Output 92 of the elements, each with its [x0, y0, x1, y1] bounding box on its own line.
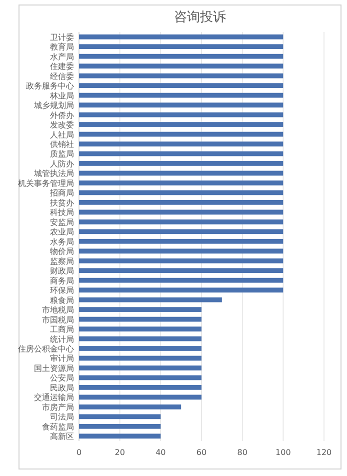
y-tick-label: 住房公积金中心	[18, 344, 74, 354]
bar	[79, 404, 182, 410]
bar	[79, 64, 284, 69]
bar	[79, 238, 284, 244]
y-tick-label: 住建委	[50, 62, 74, 72]
y-tick-label: 林业局	[49, 91, 74, 100]
y-tick-label: 机关事务管理局	[18, 178, 74, 188]
bar	[79, 307, 202, 312]
y-tick-label: 发改委	[50, 120, 74, 130]
y-tick-label: 物价局	[50, 247, 74, 256]
y-tick-label: 工商局	[50, 325, 74, 334]
bar	[79, 170, 284, 176]
y-tick-label: 公安局	[50, 374, 74, 383]
y-tick-label: 城管执法局	[33, 169, 74, 178]
bar	[79, 210, 284, 215]
y-tick-label: 供销社	[50, 140, 74, 149]
y-tick-label: 教育局	[50, 42, 74, 52]
x-tick-label: 100	[276, 448, 291, 457]
x-tick-label: 60	[196, 448, 207, 457]
bar	[79, 151, 284, 156]
bar	[79, 346, 202, 351]
y-tick-label: 市地税局	[42, 306, 74, 315]
bar	[79, 83, 284, 88]
bar	[79, 385, 202, 390]
y-tick-label: 科技局	[50, 208, 74, 218]
y-tick-label: 司法局	[50, 412, 74, 422]
bar	[79, 73, 284, 78]
y-tick-label: 环保局	[50, 286, 74, 296]
chart-title: 咨询投诉	[174, 10, 226, 25]
bar	[79, 248, 284, 254]
y-tick-label: 水务局	[50, 237, 74, 246]
bar	[79, 219, 284, 224]
x-tick-label: 20	[114, 448, 125, 457]
y-tick-label: 扶贫办	[49, 198, 74, 208]
bar	[79, 316, 202, 322]
x-tick-label: 80	[237, 448, 248, 457]
y-tick-label: 外侨办	[50, 110, 74, 120]
y-tick-label: 民政局	[50, 383, 74, 392]
y-tick-label: 政务服务中心	[26, 82, 74, 91]
bar	[79, 44, 284, 50]
bar	[79, 434, 161, 439]
bar	[79, 258, 284, 264]
bar	[79, 366, 202, 370]
bar	[79, 414, 161, 420]
y-tick-label: 安监局	[50, 218, 74, 227]
bar	[79, 161, 284, 166]
y-tick-label: 高新区	[50, 432, 74, 442]
y-tick-label: 市国税局	[42, 315, 74, 324]
bar	[79, 180, 284, 186]
bar	[79, 54, 284, 59]
y-tick-label: 财政局	[50, 266, 74, 276]
bar	[79, 336, 202, 342]
y-tick-label: 食药监局	[42, 422, 74, 432]
y-tick-label: 统计局	[50, 334, 74, 344]
bar	[79, 356, 202, 361]
y-tick-label: 经信委	[50, 72, 74, 81]
bar	[79, 200, 284, 205]
bar	[79, 92, 284, 98]
y-tick-label: 粮食局	[50, 296, 74, 305]
bar	[79, 326, 202, 332]
bar	[79, 424, 161, 429]
y-tick-label: 市房产局	[42, 402, 74, 412]
bar	[79, 278, 284, 283]
bar	[79, 122, 284, 127]
y-tick-label: 卫计委	[50, 32, 74, 42]
bar	[79, 112, 284, 118]
y-tick-label: 城乡规划局	[33, 101, 74, 110]
y-tick-label: 监察局	[50, 256, 74, 266]
y-tick-label: 商务局	[50, 276, 74, 286]
y-tick-label: 国土资源局	[34, 364, 74, 373]
y-tick-label: 人社局	[50, 130, 74, 140]
bar	[79, 394, 202, 400]
y-tick-label: 质监局	[50, 150, 74, 159]
y-tick-label: 交通运输局	[34, 393, 74, 402]
bar	[79, 288, 284, 292]
bar	[79, 142, 284, 146]
bar	[79, 190, 284, 196]
bar	[79, 132, 284, 137]
y-tick-label: 水产局	[50, 52, 74, 62]
y-tick-label: 农业局	[50, 228, 74, 237]
bar	[79, 229, 284, 234]
bar	[79, 34, 284, 40]
bar	[79, 102, 284, 108]
x-tick-label: 0	[76, 448, 82, 457]
y-tick-label: 人防办	[50, 159, 74, 168]
x-tick-label: 120	[316, 448, 332, 457]
bar	[79, 297, 222, 302]
bar	[79, 268, 284, 274]
bar	[79, 375, 202, 380]
x-tick-label: 40	[156, 448, 166, 457]
y-tick-label: 审计局	[50, 354, 74, 364]
y-tick-label: 招商局	[49, 188, 74, 198]
